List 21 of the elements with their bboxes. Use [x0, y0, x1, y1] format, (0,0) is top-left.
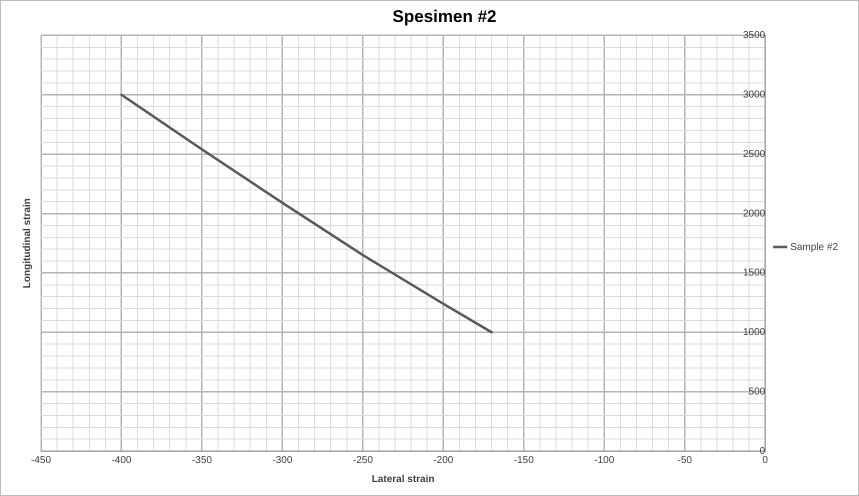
x-tick-label: -200	[433, 454, 454, 466]
y-tick-label: 3500	[742, 30, 766, 42]
y-tick-label: 1500	[742, 268, 766, 279]
y-tick-label: 1000	[742, 327, 766, 338]
y-tick-label: 2000	[742, 208, 766, 220]
y-tick-label: 2500	[742, 148, 766, 160]
y-axis-title: Longitudinal strain	[22, 198, 33, 288]
y-tick-label: 0	[760, 446, 766, 457]
legend-label: Sample #2	[790, 242, 838, 253]
x-tick-label: -100	[594, 454, 615, 466]
x-tick-label: -50	[678, 454, 692, 466]
x-tick-label: -350	[192, 454, 212, 466]
y-tick-label: 500	[748, 386, 766, 398]
y-tick-label: 3000	[742, 90, 766, 101]
chart-title: Spesimen #2	[392, 6, 496, 26]
x-tick-label: -400	[111, 454, 132, 466]
x-axis-title: Lateral strain	[372, 474, 434, 485]
x-tick-label: -250	[352, 454, 374, 466]
x-tick-label: -150	[514, 454, 534, 466]
x-tick-label: -300	[272, 454, 293, 466]
x-tick-label: -450	[30, 454, 52, 466]
